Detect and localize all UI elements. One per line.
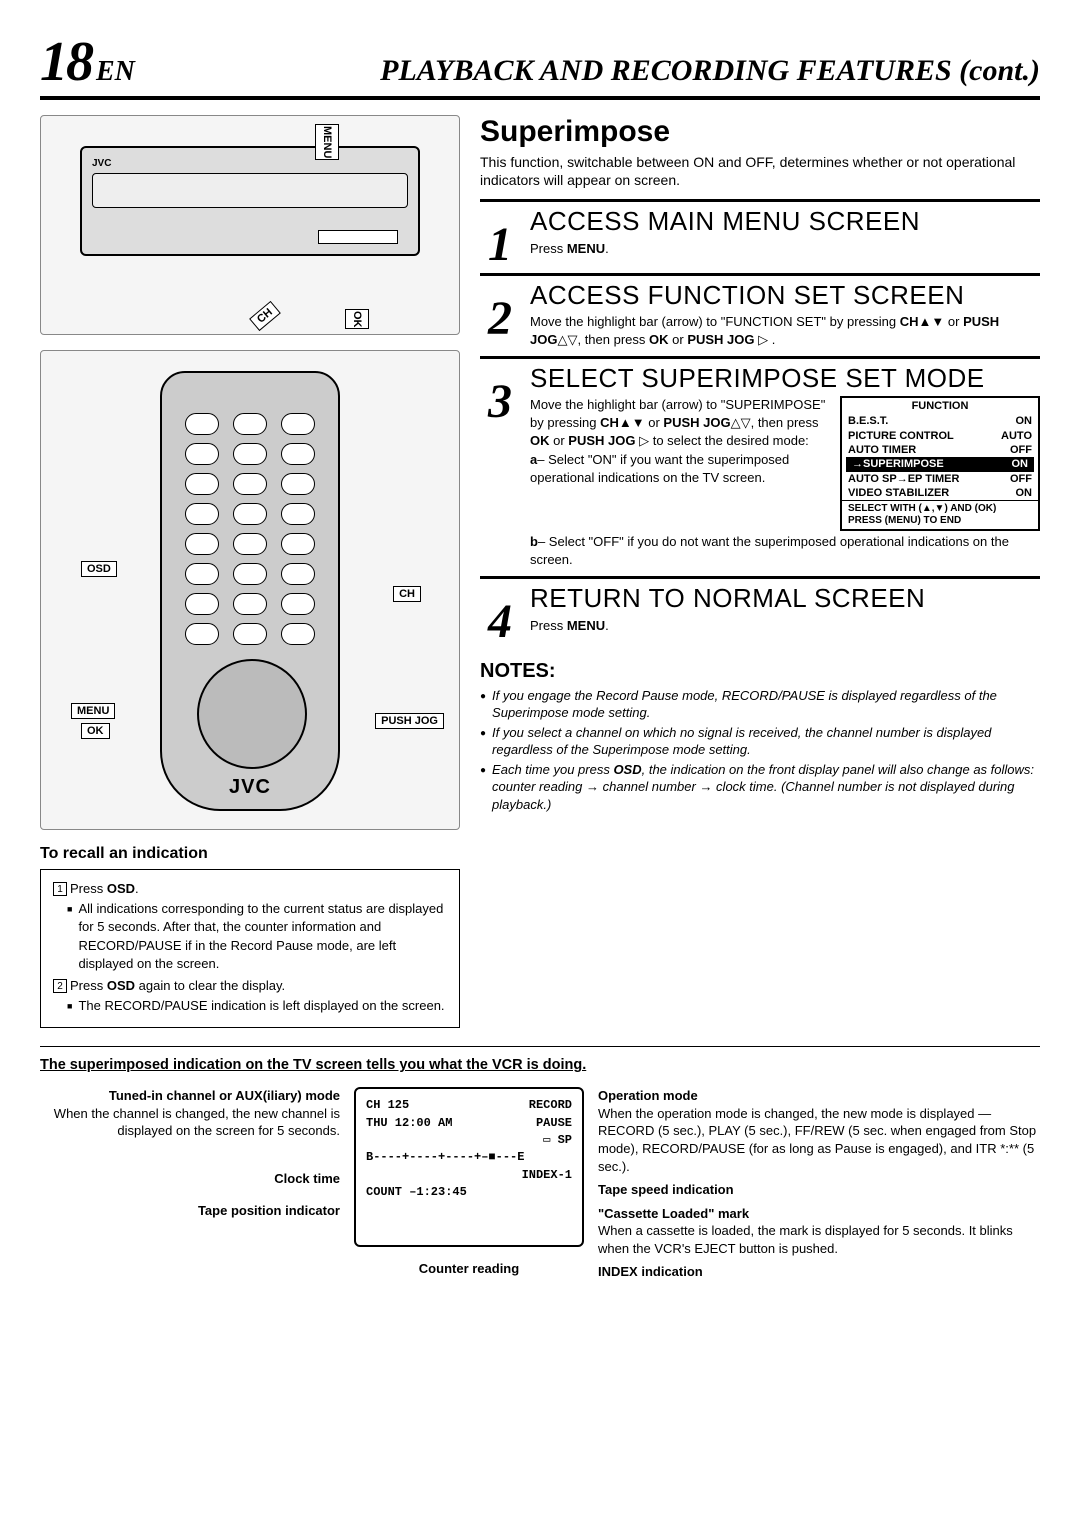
- function-row: →SUPERIMPOSEON: [846, 457, 1034, 471]
- step-2: 2 ACCESS FUNCTION SET SCREEN Move the hi…: [480, 273, 1040, 356]
- vcr-illustration: JVC MENU CH OK: [40, 115, 460, 335]
- function-row: PICTURE CONTROLAUTO: [842, 429, 1038, 443]
- brand-logo: JVC: [92, 158, 111, 169]
- notes-title: NOTES:: [480, 660, 1040, 683]
- counter-reading-label: Counter reading: [354, 1261, 584, 1276]
- tv-indication-section: The superimposed indication on the TV sc…: [40, 1046, 1040, 1280]
- remote-osd-label: OSD: [81, 561, 117, 577]
- vcr-ok-label: OK: [345, 309, 369, 330]
- section-title: PLAYBACK AND RECORDING FEATURES (cont.): [380, 54, 1040, 88]
- remote-illustration: JVC OSD CH MENU OK PUSH JOG: [40, 350, 460, 830]
- notes-list: If you engage the Record Pause mode, REC…: [480, 687, 1040, 814]
- tv-screen-mockup: CH 125RECORD THU 12:00 AMPAUSE ▭ SP B---…: [354, 1087, 584, 1247]
- function-menu-box: FUNCTION B.E.S.T.ONPICTURE CONTROLAUTOAU…: [840, 396, 1040, 531]
- page-header: 18 EN PLAYBACK AND RECORDING FEATURES (c…: [40, 30, 1040, 100]
- remote-menu-label: MENU: [71, 703, 115, 719]
- step-4: 4 RETURN TO NORMAL SCREEN Press MENU.: [480, 576, 1040, 649]
- step-badge-1: 1: [53, 882, 67, 896]
- note-item: Each time you press OSD, the indication …: [480, 761, 1040, 814]
- step-1: 1 ACCESS MAIN MENU SCREEN Press MENU.: [480, 199, 1040, 272]
- step-3: 3 SELECT SUPERIMPOSE SET MODE Move the h…: [480, 356, 1040, 576]
- brand-logo: JVC: [229, 776, 271, 799]
- tv-lead: The superimposed indication on the TV sc…: [40, 1057, 1040, 1073]
- step-number: 3: [480, 365, 520, 568]
- function-row: B.E.S.T.ON: [842, 414, 1038, 428]
- vcr-menu-label: MENU: [315, 124, 339, 160]
- step-number: 1: [480, 208, 520, 264]
- page-number: 18: [40, 30, 92, 94]
- page-lang: EN: [96, 56, 135, 88]
- feature-title: Superimpose: [480, 115, 1040, 149]
- note-item: If you select a channel on which no sign…: [480, 724, 1040, 759]
- step-text: Move the highlight bar (arrow) to "FUNCT…: [530, 313, 1040, 348]
- step-badge-2: 2: [53, 979, 67, 993]
- vcr-ch-label: CH: [249, 301, 281, 331]
- step-text: Press MENU.: [530, 240, 1040, 258]
- function-row: AUTO SP→EP TIMEROFF: [842, 472, 1038, 486]
- step-number: 2: [480, 282, 520, 348]
- remote-ch-label: CH: [393, 586, 421, 602]
- step-title: ACCESS FUNCTION SET SCREEN: [530, 282, 1040, 309]
- step-title: SELECT SUPERIMPOSE SET MODE: [530, 365, 1040, 392]
- recall-box: 1Press OSD. All indications correspondin…: [40, 869, 460, 1028]
- recall-title: To recall an indication: [40, 845, 460, 863]
- note-item: If you engage the Record Pause mode, REC…: [480, 687, 1040, 722]
- step-text: Press MENU.: [530, 617, 1040, 635]
- function-row: AUTO TIMEROFF: [842, 443, 1038, 457]
- step-number: 4: [480, 585, 520, 641]
- feature-desc: This function, switchable between ON and…: [480, 153, 1040, 189]
- step-title: RETURN TO NORMAL SCREEN: [530, 585, 1040, 612]
- step-title: ACCESS MAIN MENU SCREEN: [530, 208, 1040, 235]
- remote-ok-label: OK: [81, 723, 110, 739]
- function-row: VIDEO STABILIZERON: [842, 486, 1038, 500]
- remote-pushjog-label: PUSH JOG: [375, 713, 444, 729]
